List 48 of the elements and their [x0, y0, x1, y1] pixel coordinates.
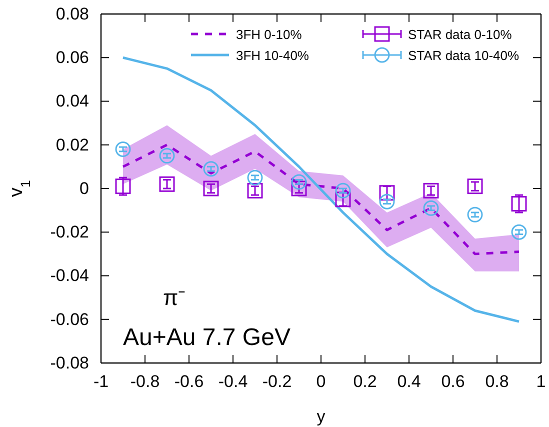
point — [467, 206, 483, 222]
point — [203, 180, 219, 196]
point — [335, 192, 351, 208]
x-axis-title: y — [316, 407, 326, 426]
point — [115, 178, 131, 194]
point — [511, 224, 527, 240]
point — [291, 180, 307, 196]
x-tick-label: 0.8 — [485, 372, 509, 392]
x-tick-label: 0.4 — [397, 372, 421, 392]
point — [203, 161, 219, 177]
y-tick-label: 0 — [80, 178, 89, 198]
point — [423, 200, 439, 216]
y-tick-label: -0.02 — [50, 222, 89, 242]
point — [423, 182, 439, 198]
x-tick-label: -0.8 — [130, 372, 160, 392]
point — [247, 170, 263, 186]
point — [335, 182, 351, 198]
point — [159, 176, 175, 192]
y-tick-label: 0.02 — [56, 135, 89, 154]
x-tick-label: 0.6 — [441, 372, 465, 392]
point — [511, 196, 527, 212]
point — [379, 194, 395, 210]
legend-label: 3FH 10-40% — [236, 48, 310, 63]
point — [291, 174, 307, 190]
x-tick-label: -0.6 — [174, 372, 204, 392]
x-tick-label: 0.2 — [353, 372, 377, 392]
annotation: Au+Au 7.7 GeV — [123, 324, 290, 351]
y-tick-label: 0.04 — [56, 92, 89, 111]
x-tick-label: -0.4 — [218, 372, 248, 392]
x-tick-label: -0.2 — [262, 372, 292, 392]
x-tick-label: -1 — [93, 372, 109, 392]
x-tick-label: 0 — [316, 372, 326, 392]
legend-label: STAR data 0-10% — [408, 27, 512, 42]
point — [159, 148, 175, 164]
y-tick-label: -0.08 — [50, 353, 89, 372]
x-tick-label: 1 — [536, 372, 546, 392]
y-tick-label: 0.08 — [56, 4, 89, 24]
point — [247, 182, 263, 198]
line-series — [122, 144, 520, 256]
legend-label: STAR data 10-40% — [408, 48, 520, 63]
y-tick-label: -0.04 — [50, 266, 89, 286]
point — [467, 178, 483, 194]
y-tick-label: 0.06 — [56, 48, 89, 68]
point — [115, 141, 131, 157]
y-tick-label: -0.06 — [50, 310, 89, 329]
annotation: π⁻ — [163, 285, 186, 310]
point — [379, 185, 395, 201]
legend-label: 3FH 0-10% — [236, 27, 302, 42]
